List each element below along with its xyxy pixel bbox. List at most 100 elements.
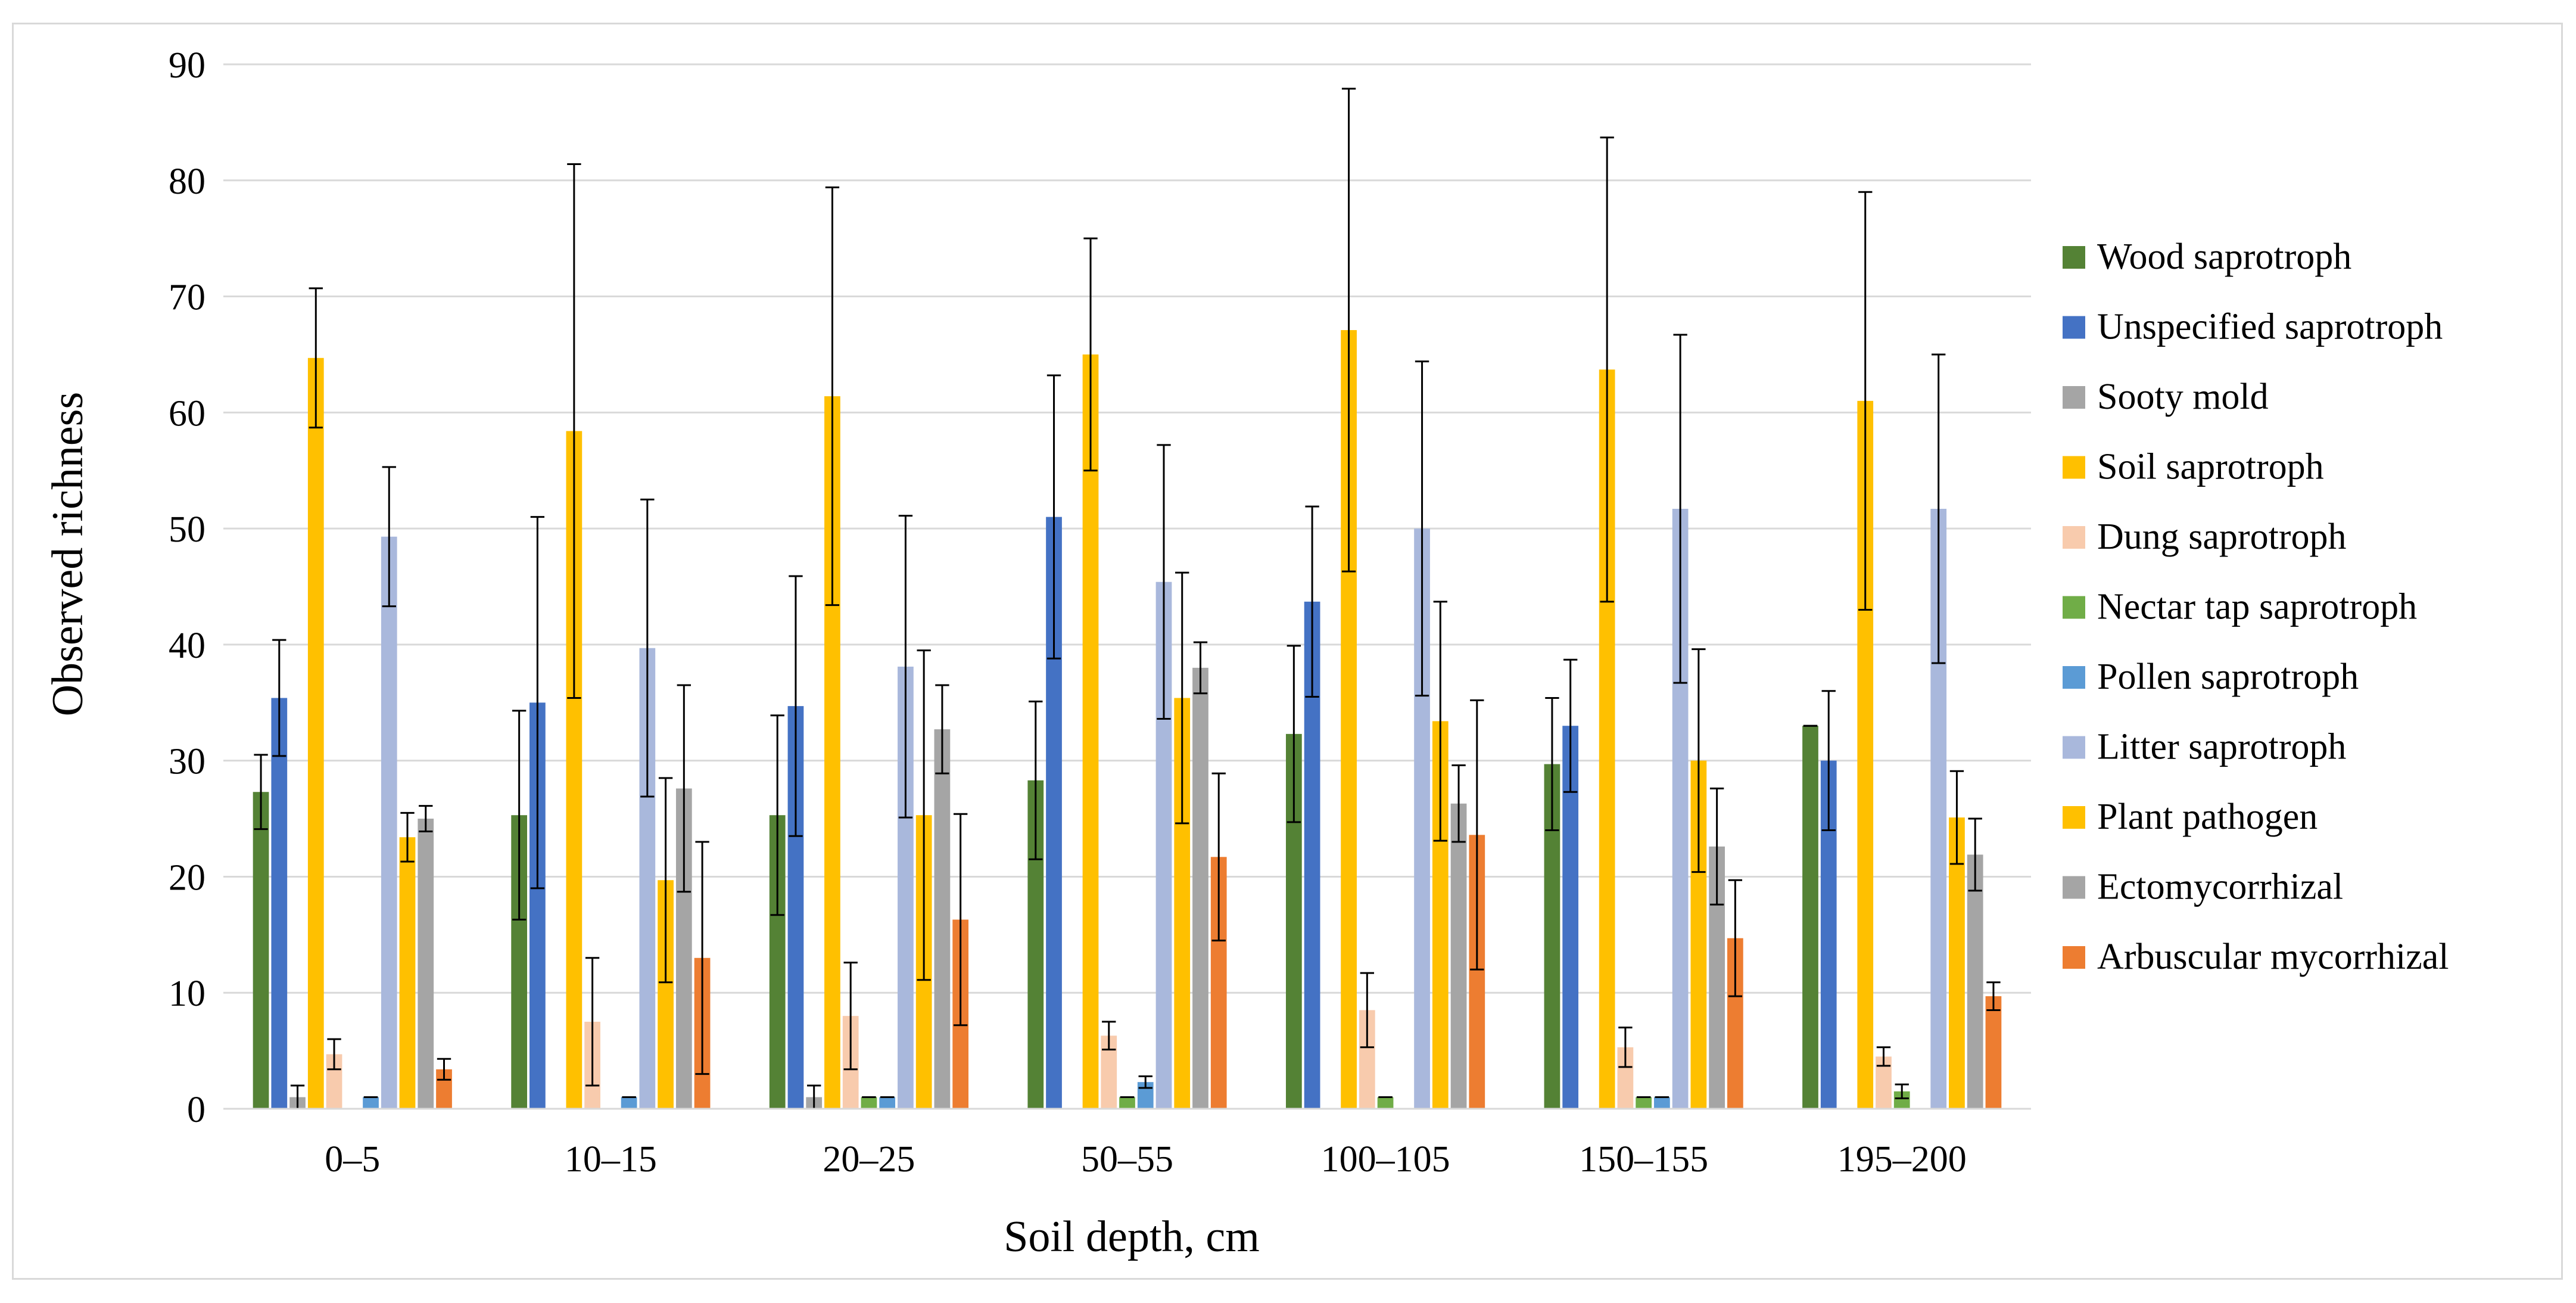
error-bar bbox=[437, 1058, 451, 1081]
error-bar bbox=[953, 813, 968, 1027]
x-tick-label: 195–200 bbox=[1837, 1139, 1967, 1180]
error-bar bbox=[917, 649, 931, 981]
legend-item: Ectomycorrhizal bbox=[2063, 867, 2343, 907]
bar bbox=[879, 1097, 896, 1109]
error-bar bbox=[640, 498, 655, 798]
bar bbox=[1450, 803, 1467, 1109]
legend-item: Litter saprotroph bbox=[2063, 727, 2346, 767]
error-bar bbox=[1341, 88, 1356, 573]
x-tick-label: 100–105 bbox=[1321, 1139, 1450, 1180]
legend-swatch bbox=[2063, 666, 2085, 689]
x-axis-ticks: 0–5 10–15 20–25 50–55 100–105 150–155 195–200 bbox=[325, 1139, 1966, 1180]
legend-label: Sooty mold bbox=[2097, 377, 2269, 417]
bar bbox=[1636, 1097, 1652, 1109]
y-tick-label: 90 bbox=[169, 45, 205, 86]
error-bar bbox=[1451, 764, 1466, 843]
legend-label: Plant pathogen bbox=[2097, 797, 2318, 837]
legend-label: Nectar tap saprotroph bbox=[2097, 587, 2417, 627]
y-tick-label: 50 bbox=[169, 509, 205, 550]
bar bbox=[253, 792, 269, 1109]
error-bar bbox=[1470, 699, 1484, 971]
error-bar bbox=[567, 163, 581, 699]
error-bar bbox=[530, 516, 545, 890]
bar bbox=[363, 1097, 379, 1109]
legend-item: Pollen saprotroph bbox=[2063, 657, 2359, 697]
x-tick-label: 10–15 bbox=[565, 1139, 657, 1180]
error-bar bbox=[935, 684, 949, 775]
legend-label: Unspecified saprotroph bbox=[2097, 307, 2443, 347]
legend-label: Litter saprotroph bbox=[2097, 727, 2346, 767]
error-bar bbox=[1305, 505, 1319, 698]
error-bar bbox=[1433, 601, 1447, 842]
y-tick-label: 30 bbox=[169, 742, 205, 782]
bar bbox=[1985, 996, 2002, 1109]
error-bar bbox=[1895, 1083, 1909, 1099]
error-bar bbox=[400, 811, 415, 863]
y-tick-label: 80 bbox=[169, 161, 205, 202]
error-bar bbox=[1709, 787, 1724, 906]
bar bbox=[1802, 726, 1818, 1109]
error-bar bbox=[309, 287, 323, 429]
y-axis-title: Observed richness bbox=[43, 392, 92, 717]
legend-item: Unspecified saprotroph bbox=[2063, 307, 2443, 347]
error-bar bbox=[1083, 237, 1098, 472]
error-bar bbox=[419, 805, 433, 832]
error-bar bbox=[1673, 334, 1687, 684]
legend-swatch bbox=[2063, 316, 2085, 339]
bar bbox=[621, 1097, 637, 1109]
error-bar bbox=[789, 575, 803, 837]
error-bar bbox=[1193, 641, 1208, 695]
x-tick-label: 0–5 bbox=[325, 1139, 380, 1180]
error-bar bbox=[327, 1038, 341, 1071]
error-bar bbox=[1102, 1021, 1116, 1051]
error-bars bbox=[254, 88, 2001, 1110]
bar bbox=[381, 536, 397, 1109]
y-tick-label: 60 bbox=[169, 393, 205, 434]
legend-item: Wood saprotroph bbox=[2063, 237, 2351, 277]
legend-swatch bbox=[2063, 596, 2085, 619]
error-bar bbox=[512, 710, 527, 921]
bar bbox=[271, 698, 288, 1109]
x-tick-label: 50–55 bbox=[1081, 1139, 1173, 1180]
bar bbox=[1119, 1097, 1135, 1109]
error-bar bbox=[1046, 374, 1061, 660]
legend-swatch bbox=[2063, 806, 2085, 829]
error-bar bbox=[695, 841, 709, 1075]
error-bar bbox=[1932, 353, 1946, 664]
error-bar bbox=[1360, 972, 1375, 1049]
y-tick-label: 70 bbox=[169, 278, 205, 318]
y-axis-ticks: 0 10 20 30 40 50 60 70 80 90 bbox=[169, 45, 205, 1130]
legend-swatch bbox=[2063, 456, 2085, 479]
bar bbox=[418, 819, 434, 1109]
error-bar bbox=[658, 777, 673, 984]
error-bar bbox=[1728, 879, 1743, 997]
legend-swatch bbox=[2063, 526, 2085, 549]
error-bar bbox=[1968, 817, 1982, 892]
error-bar bbox=[825, 186, 840, 607]
bar bbox=[1949, 817, 1965, 1109]
bar bbox=[307, 357, 324, 1109]
error-bar bbox=[677, 684, 691, 893]
legend-label: Pollen saprotroph bbox=[2097, 657, 2359, 697]
error-bar bbox=[1876, 1046, 1891, 1067]
bar bbox=[1192, 667, 1208, 1109]
bar bbox=[1654, 1097, 1670, 1109]
bar bbox=[934, 729, 951, 1109]
error-bar bbox=[1986, 981, 2001, 1011]
legend-item: Nectar tap saprotroph bbox=[2063, 587, 2417, 627]
error-bar bbox=[1287, 645, 1301, 823]
legend-label: Ectomycorrhizal bbox=[2097, 867, 2343, 907]
legend-label: Soil saprotroph bbox=[2097, 447, 2324, 487]
bar bbox=[1377, 1097, 1394, 1109]
error-bar bbox=[1858, 191, 1873, 611]
bar bbox=[1082, 354, 1099, 1109]
error-bar bbox=[1415, 360, 1429, 697]
legend-item: Arbuscular mycorrhizal bbox=[2063, 937, 2449, 977]
legend-item: Soil saprotroph bbox=[2063, 447, 2324, 487]
y-tick-label: 20 bbox=[169, 857, 205, 898]
error-bar bbox=[1029, 700, 1043, 860]
y-tick-label: 40 bbox=[169, 626, 205, 666]
bar bbox=[399, 837, 416, 1109]
error-bar bbox=[1692, 648, 1706, 873]
error-bar bbox=[1545, 696, 1559, 832]
